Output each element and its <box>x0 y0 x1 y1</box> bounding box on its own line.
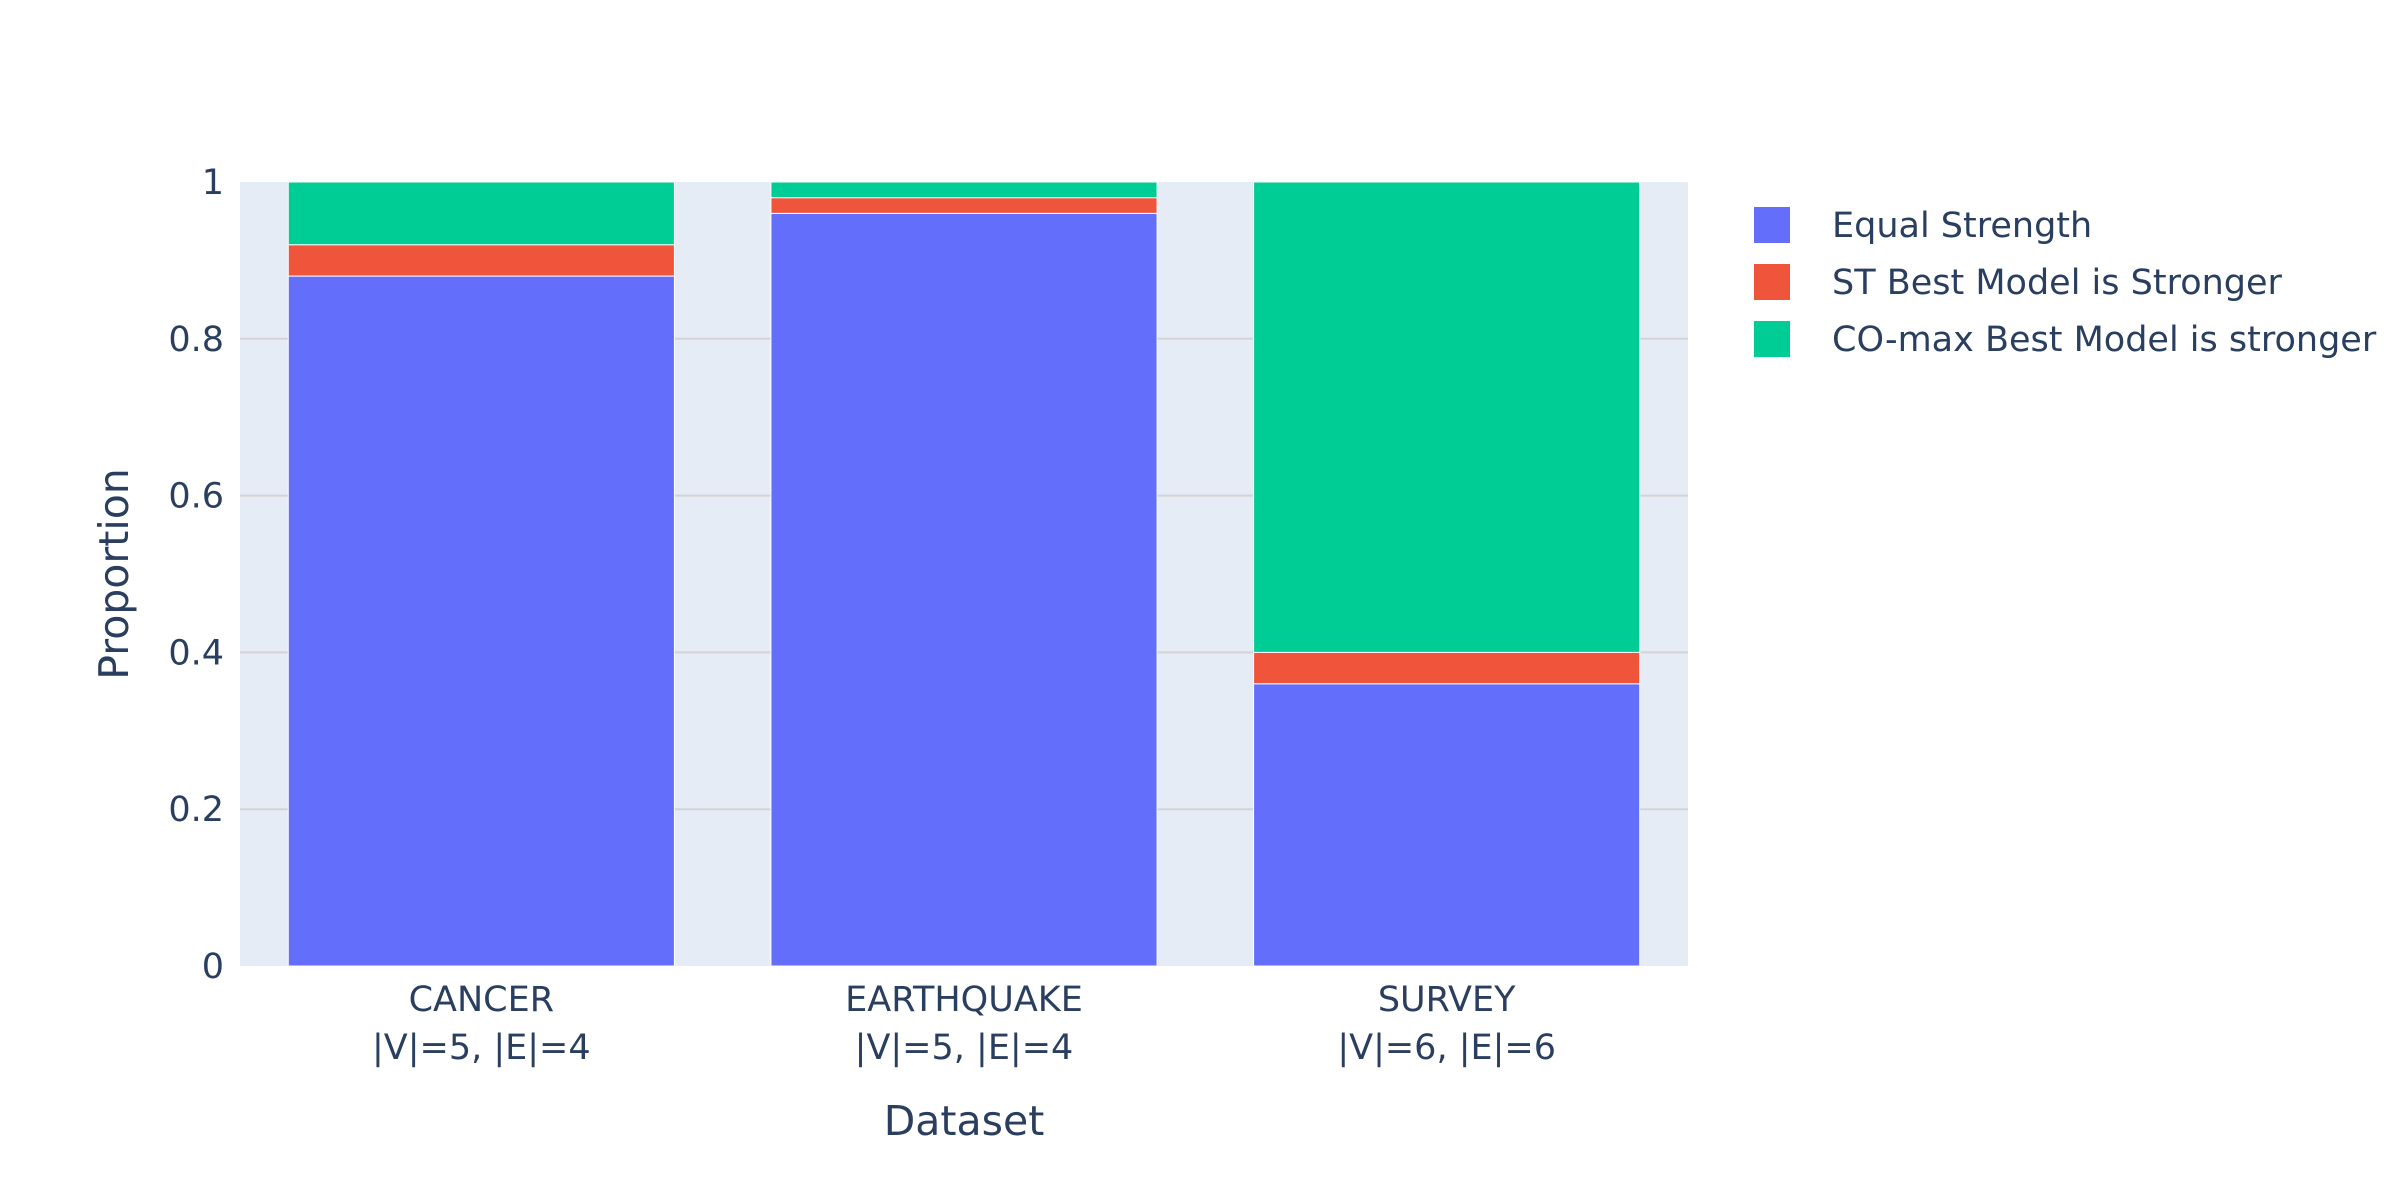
x-tick-label: |V|=5, |E|=4 <box>855 1028 1074 1068</box>
bar-segment[interactable] <box>1253 651 1641 685</box>
bars <box>287 181 1641 967</box>
x-tick-label: |V|=5, |E|=4 <box>372 1028 591 1068</box>
y-tick-label: 1 <box>202 163 224 203</box>
x-tick-label: EARTHQUAKE <box>845 980 1083 1020</box>
y-tick-label: 0.4 <box>168 633 224 673</box>
legend-swatch <box>1754 264 1790 300</box>
y-tick-label: 0.8 <box>168 320 224 360</box>
y-tick-label: 0.2 <box>168 790 224 830</box>
y-axis-title: Proportion <box>90 468 138 680</box>
x-tick-label: CANCER <box>409 980 554 1020</box>
bar-segment[interactable] <box>287 244 675 277</box>
x-tick-label: |V|=6, |E|=6 <box>1337 1028 1556 1068</box>
legend-swatch <box>1754 207 1790 243</box>
x-tick-label: SURVEY <box>1378 980 1516 1020</box>
bar-segment[interactable] <box>1253 683 1641 967</box>
legend-item[interactable]: ST Best Model is Stronger <box>1754 263 2283 303</box>
legend[interactable]: Equal Strength ST Best Model is Stronger C… <box>1754 206 2377 360</box>
y-tick-label: 0.6 <box>168 477 224 517</box>
y-tick-label: 0 <box>202 947 224 987</box>
legend-swatch <box>1754 321 1790 357</box>
x-axis-ticks: CANCER |V|=5, |E|=4 EARTHQUAKE |V|=5, |E|=4… <box>372 980 1556 1068</box>
bar-segment[interactable] <box>770 197 1158 214</box>
legend-item[interactable]: Equal Strength <box>1754 206 2092 246</box>
y-axis-ticks: 0 0.2 0.4 0.6 0.8 1 <box>168 163 224 987</box>
bar-segment[interactable] <box>770 212 1158 967</box>
bar-segment[interactable] <box>287 275 675 967</box>
legend-item[interactable]: CO-max Best Model is stronger <box>1754 320 2377 360</box>
bar-segment[interactable] <box>770 181 1158 199</box>
bar-segment[interactable] <box>287 181 675 246</box>
legend-label: ST Best Model is Stronger <box>1832 263 2283 303</box>
legend-label: CO-max Best Model is stronger <box>1832 320 2377 360</box>
bar-segment[interactable] <box>1253 181 1641 653</box>
legend-label: Equal Strength <box>1832 206 2092 246</box>
x-axis-title: Dataset <box>884 1097 1045 1145</box>
